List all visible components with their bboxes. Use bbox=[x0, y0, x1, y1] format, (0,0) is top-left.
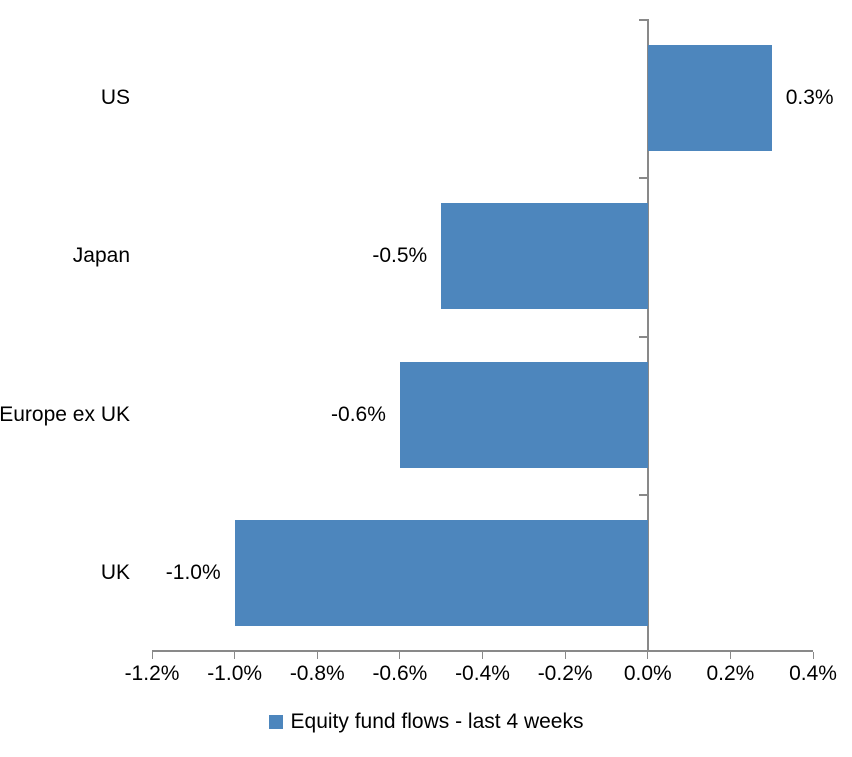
x-axis-tick bbox=[234, 652, 236, 659]
category-labels-column: US Japan Europe ex UK UK bbox=[0, 19, 130, 652]
x-axis-tick bbox=[647, 652, 649, 659]
x-tick-label: 0.0% bbox=[623, 662, 672, 685]
bar bbox=[399, 361, 648, 468]
legend: Equity fund flows - last 4 weeks bbox=[0, 710, 852, 734]
bar bbox=[234, 519, 648, 626]
category-axis-tick bbox=[638, 493, 647, 496]
x-axis-tick bbox=[729, 652, 731, 659]
legend-label: Equity fund flows - last 4 weeks bbox=[290, 710, 584, 733]
legend-swatch-icon bbox=[268, 715, 283, 729]
x-tick-label: -0.4% bbox=[455, 662, 510, 685]
bar bbox=[647, 45, 772, 152]
x-tick-label: 0.4% bbox=[789, 662, 837, 685]
x-axis-tick bbox=[812, 652, 814, 659]
x-axis-line bbox=[152, 650, 813, 652]
x-tick-label: -0.6% bbox=[372, 662, 428, 685]
bar-value-label: -0.5% bbox=[372, 244, 428, 268]
x-axis-tick bbox=[316, 652, 318, 659]
bar-value-label: -0.6% bbox=[331, 402, 386, 426]
x-tick-label: -1.0% bbox=[207, 662, 263, 685]
category-label: Japan bbox=[72, 244, 130, 268]
zero-axis-line bbox=[646, 19, 649, 652]
category-axis-tick bbox=[638, 19, 647, 21]
x-axis-tick bbox=[399, 652, 401, 659]
category-axis-tick bbox=[638, 177, 647, 180]
bar-value-label: 0.3% bbox=[785, 86, 834, 110]
plot-area: -1.2% -1.0% -0.8% -0.6% -0.4% -0.2% 0.0% 0.2% 0.… bbox=[125, 19, 837, 685]
category-label: UK bbox=[100, 560, 130, 584]
bar bbox=[441, 203, 648, 310]
x-axis-tick bbox=[151, 652, 153, 659]
x-tick-label: 0.2% bbox=[706, 662, 755, 685]
x-tick-label: -0.2% bbox=[537, 662, 593, 685]
category-axis-tick bbox=[638, 335, 647, 338]
category-label: US bbox=[100, 86, 130, 110]
x-tick-label: -1.2% bbox=[124, 662, 180, 685]
x-tick-label: -0.8% bbox=[289, 662, 345, 685]
bar-value-label: -1.0% bbox=[165, 560, 221, 584]
x-axis-tick bbox=[564, 652, 566, 659]
x-axis-tick bbox=[482, 652, 483, 659]
category-axis-tick bbox=[638, 650, 647, 652]
category-label: Europe ex UK bbox=[0, 402, 130, 426]
